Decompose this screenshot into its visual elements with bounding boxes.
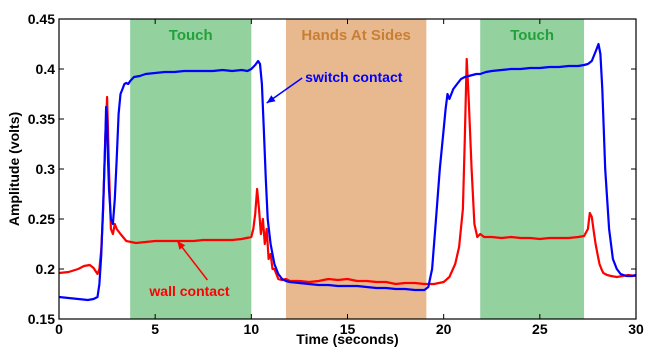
x-tick-label: 5 bbox=[151, 321, 159, 337]
shaded-regions: Touch Hands At Sides Touch bbox=[130, 19, 585, 319]
region-2 bbox=[480, 19, 585, 319]
annotation-1: wall contact bbox=[148, 283, 229, 299]
x-axis-ticks: 0 5 10 15 20 25 30 bbox=[55, 19, 644, 337]
x-axis-label: Time (seconds) bbox=[296, 331, 398, 347]
annotation-arrowhead-0 bbox=[266, 95, 276, 103]
y-tick-label: 0.25 bbox=[28, 211, 55, 227]
x-tick-label: 20 bbox=[436, 321, 452, 337]
x-tick-label: 10 bbox=[244, 321, 260, 337]
region-label-0: Touch bbox=[169, 27, 213, 44]
series-lines bbox=[58, 42, 637, 302]
x-tick-label: 30 bbox=[628, 321, 644, 337]
region-0 bbox=[130, 19, 252, 319]
y-tick-label: 0.2 bbox=[36, 261, 56, 277]
y-tick-label: 0.3 bbox=[36, 161, 56, 177]
region-label-2: Touch bbox=[510, 27, 554, 44]
annotations: switch contact wall contact bbox=[148, 69, 402, 299]
region-label-1: Hands At Sides bbox=[301, 27, 410, 44]
region-1 bbox=[285, 19, 427, 319]
x-tick-label: 15 bbox=[340, 321, 356, 337]
series-line-switch-contact bbox=[58, 42, 637, 302]
y-tick-label: 0.15 bbox=[28, 311, 55, 327]
annotation-arrowhead-1 bbox=[177, 241, 186, 250]
x-tick-label: 25 bbox=[532, 321, 548, 337]
annotation-0: switch contact bbox=[305, 69, 403, 85]
y-axis-label: Amplitude (volts) bbox=[6, 112, 22, 226]
x-tick-label: 0 bbox=[55, 321, 63, 337]
y-tick-label: 0.45 bbox=[28, 11, 55, 27]
y-tick-label: 0.35 bbox=[28, 111, 55, 127]
y-tick-label: 0.4 bbox=[36, 61, 56, 77]
y-axis-ticks: 0.15 0.2 0.25 0.3 0.35 0.4 0.45 bbox=[28, 11, 636, 327]
series-line-wall-contact bbox=[58, 57, 637, 286]
